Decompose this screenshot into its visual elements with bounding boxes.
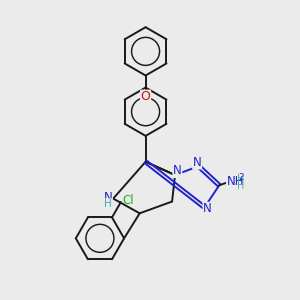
- Text: O: O: [141, 90, 151, 103]
- Text: N: N: [103, 190, 112, 204]
- Text: H: H: [238, 181, 245, 191]
- Text: N: N: [203, 202, 212, 215]
- Text: NH: NH: [226, 175, 244, 188]
- Text: Cl: Cl: [122, 194, 134, 207]
- Text: H: H: [238, 174, 245, 184]
- Text: H: H: [104, 199, 112, 209]
- Text: 2: 2: [238, 173, 244, 182]
- Text: N: N: [173, 164, 182, 177]
- Text: N: N: [193, 156, 202, 169]
